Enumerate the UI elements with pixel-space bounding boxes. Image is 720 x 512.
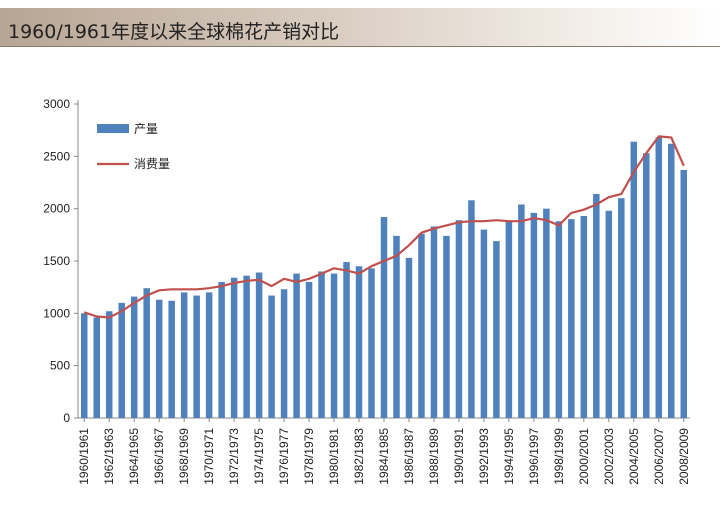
x-tick-label: 2002/2003 [602, 428, 616, 485]
bar [280, 289, 288, 418]
bar [305, 281, 313, 418]
x-tick-label: 1964/1965 [127, 428, 141, 485]
x-tick-label: 1982/1983 [352, 428, 366, 485]
bar [480, 229, 488, 418]
x-tick-label: 2004/2005 [627, 428, 641, 485]
bar [680, 169, 688, 418]
bar [230, 277, 238, 418]
bar [518, 204, 525, 418]
bar [630, 141, 638, 418]
bar [593, 194, 600, 418]
x-tick-label: 1976/1977 [277, 428, 291, 485]
bar [330, 273, 338, 418]
bar [155, 299, 163, 418]
bar [543, 208, 550, 418]
x-tick-label: 1970/1971 [202, 428, 216, 485]
x-tick-label: 1988/1989 [427, 428, 441, 485]
bar [418, 233, 425, 418]
bar [193, 295, 200, 418]
bar [368, 268, 375, 418]
bar [180, 292, 188, 418]
bar [505, 221, 513, 418]
bar [568, 219, 575, 418]
bar [468, 200, 475, 418]
x-tick-label: 1972/1973 [227, 428, 241, 485]
x-tick-label: 1996/1997 [527, 428, 541, 485]
bar [430, 226, 438, 418]
y-tick-label: 1500 [43, 254, 70, 268]
bar [605, 210, 613, 418]
legend-label-production: 产量 [134, 122, 158, 136]
bar [530, 212, 538, 418]
bar [555, 221, 563, 418]
bar [318, 271, 325, 418]
x-tick-label: 2000/2001 [577, 428, 591, 485]
x-tick-label: 1962/1963 [102, 428, 116, 485]
bar [393, 235, 400, 418]
bar [168, 300, 175, 418]
bar [268, 295, 275, 418]
y-tick-label: 2000 [43, 202, 70, 216]
y-tick-label: 500 [50, 359, 70, 373]
x-tick-label: 1992/1993 [477, 428, 491, 485]
x-tick-label: 1994/1995 [502, 428, 516, 485]
x-tick-label: 2006/2007 [652, 428, 666, 485]
x-tick-label: 1986/1987 [402, 428, 416, 485]
y-tick-label: 0 [63, 411, 70, 425]
bar [643, 153, 650, 418]
bar [443, 235, 450, 418]
bar [143, 288, 150, 418]
bar [205, 292, 213, 418]
legend-label-consumption: 消费量 [134, 157, 170, 171]
x-tick-label: 1960/1961 [77, 428, 91, 485]
title-bar: 1960/1961年度以来全球棉花产销对比 [0, 8, 720, 47]
bar [405, 257, 413, 418]
bar [130, 296, 138, 418]
x-tick-label: 1978/1979 [302, 428, 316, 485]
bar [118, 302, 125, 418]
bar [218, 281, 225, 418]
bar [93, 317, 100, 418]
chart-title: 1960/1961年度以来全球棉花产销对比 [8, 21, 340, 43]
x-tick-label: 2008/2009 [677, 428, 691, 485]
legend-swatch-production [97, 124, 129, 133]
x-tick-label: 1966/1967 [152, 428, 166, 485]
bar [618, 198, 625, 418]
bar [105, 311, 113, 418]
x-tick-label: 1984/1985 [377, 428, 391, 485]
bar [293, 273, 300, 418]
bar [580, 215, 588, 418]
bar [243, 275, 250, 418]
bar [655, 137, 663, 418]
x-tick-label: 1998/1999 [552, 428, 566, 485]
bar [255, 272, 263, 418]
bar [455, 220, 463, 418]
bar [343, 262, 350, 418]
x-tick-label: 1968/1969 [177, 428, 191, 485]
bar [80, 313, 88, 418]
bar [355, 266, 363, 418]
y-tick-label: 1000 [43, 306, 70, 320]
series-line-consumption [83, 135, 685, 319]
bar [493, 241, 500, 418]
x-tick-label: 1990/1991 [452, 428, 466, 485]
y-tick-label: 3000 [43, 97, 70, 111]
bar [380, 217, 388, 418]
x-tick-label: 1974/1975 [252, 428, 266, 485]
x-tick-label: 1980/1981 [327, 428, 341, 485]
bar [668, 143, 675, 419]
y-tick-label: 2500 [43, 149, 70, 163]
